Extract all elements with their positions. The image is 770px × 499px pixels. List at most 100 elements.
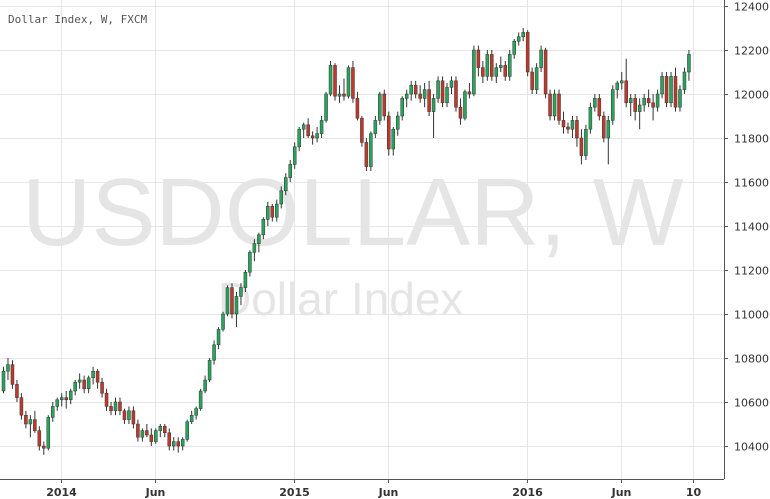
candle [288, 160, 292, 182]
candle-body [19, 397, 24, 416]
y-tick-label: 10400 [734, 441, 769, 454]
candle [185, 419, 189, 442]
candle [248, 250, 252, 277]
candle [95, 369, 100, 389]
y-tick-label: 12000 [734, 89, 769, 102]
candle [651, 94, 655, 121]
candle-body [521, 32, 525, 38]
candle [602, 111, 606, 143]
candle-body [391, 128, 396, 150]
candle [561, 111, 566, 134]
candle-body [445, 87, 449, 104]
candle [463, 89, 467, 121]
candle-body [167, 432, 172, 447]
candle-body [454, 80, 458, 108]
candle-body [427, 89, 431, 112]
candle [615, 80, 620, 99]
candle [494, 63, 499, 83]
x-tick-label: Jun [145, 486, 166, 499]
candle [337, 85, 342, 103]
candle [310, 131, 315, 145]
candle-body [333, 65, 337, 97]
candle-body [154, 430, 158, 442]
candle-body [180, 439, 185, 447]
candle-body [73, 381, 77, 392]
candle-body [91, 370, 95, 379]
candle [472, 45, 476, 97]
grid [0, 0, 724, 479]
candle-body [248, 252, 252, 273]
candle-body [655, 93, 660, 108]
candle [167, 428, 172, 451]
candle-body [68, 390, 73, 401]
chart-title: Dollar Index, W, FXCM [8, 13, 147, 26]
candle-body [687, 54, 691, 73]
candle-body [378, 93, 382, 121]
candle-body [131, 410, 136, 425]
candle [28, 415, 33, 438]
candle [145, 424, 149, 438]
candle [364, 138, 369, 171]
candle [252, 239, 257, 262]
candle-body [104, 392, 109, 407]
y-tick-label: 10600 [734, 397, 769, 410]
candle [579, 129, 584, 165]
candle [198, 388, 203, 411]
candle-body [37, 430, 42, 447]
candle-body [257, 234, 261, 244]
candle-body [534, 67, 539, 90]
candle-body [516, 36, 521, 42]
candle [140, 428, 145, 442]
candle-body [633, 98, 637, 112]
candle-body [561, 120, 566, 128]
candle [131, 406, 136, 429]
candle-body [611, 89, 615, 121]
candle [225, 285, 230, 317]
candle [575, 116, 579, 147]
candle-body [395, 115, 400, 130]
candle-body [252, 243, 257, 253]
candle [266, 201, 270, 226]
candle-body [198, 390, 203, 409]
candle [33, 410, 37, 433]
candle [606, 116, 611, 165]
candle-body [463, 91, 467, 119]
candle [163, 424, 167, 438]
candle-body [615, 82, 620, 90]
candle [346, 65, 351, 99]
candle-body [570, 120, 575, 130]
candle-body [458, 106, 463, 119]
candle-body [109, 406, 113, 412]
candle-body [261, 219, 266, 236]
candle [257, 232, 261, 253]
candle-body [588, 106, 593, 130]
candle-body [584, 128, 588, 156]
candle-body [113, 401, 118, 412]
candle [1, 366, 6, 394]
candle [355, 91, 360, 121]
candle [73, 380, 77, 396]
candle-body [176, 441, 180, 447]
candle [230, 283, 234, 319]
candle-body [1, 370, 6, 392]
x-tick-label: 10 [686, 486, 702, 499]
candle-body [539, 49, 543, 68]
candle-body [15, 384, 19, 398]
candle [427, 80, 431, 116]
candle-body [490, 54, 494, 77]
candle-body [266, 205, 270, 220]
candle [570, 116, 575, 138]
candle [534, 63, 539, 94]
candle [373, 116, 378, 138]
candle-body [149, 434, 154, 442]
candle [24, 410, 28, 429]
candle-body [140, 430, 145, 438]
candle [55, 397, 60, 411]
candle [619, 72, 624, 90]
y-tick-label: 11800 [734, 133, 769, 146]
candle [113, 397, 118, 416]
candle-body [171, 441, 176, 447]
candle-body [6, 364, 10, 372]
candle-body [351, 67, 355, 99]
candle-body [660, 76, 664, 95]
